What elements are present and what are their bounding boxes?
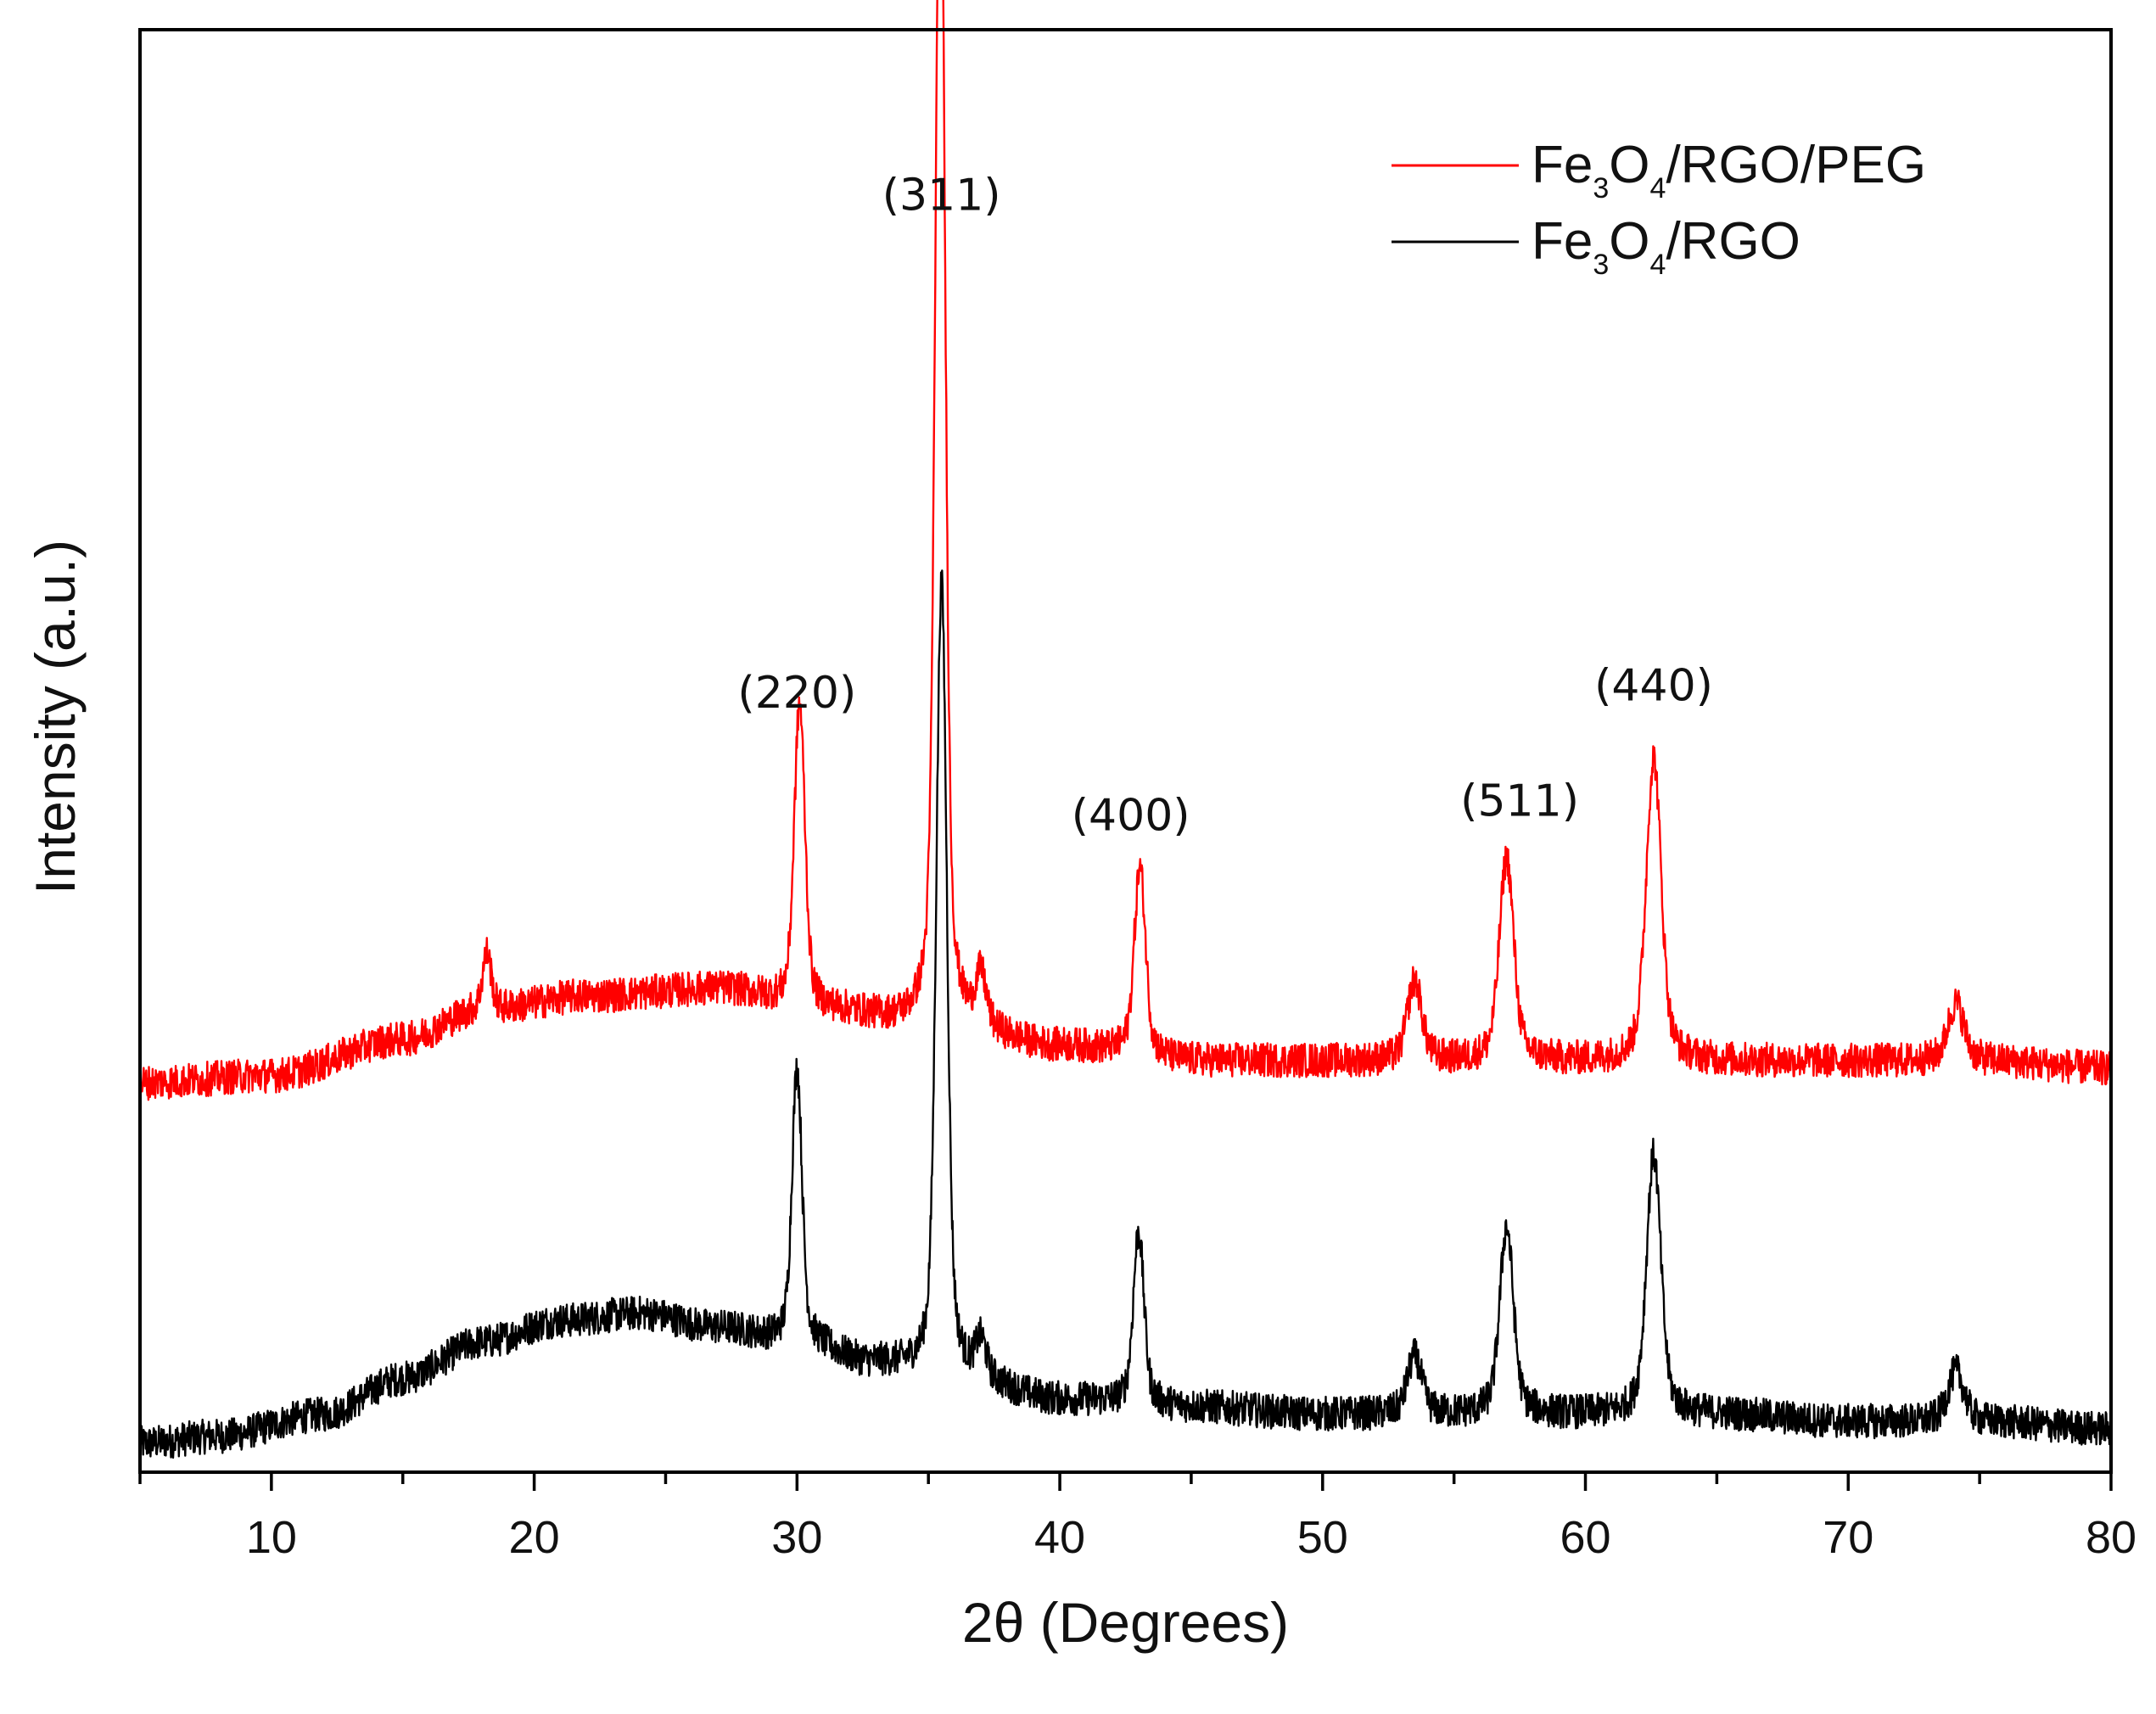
legend-text-part: /RGO/PEG (1666, 136, 1926, 194)
x-axis-title: 2θ (Degrees) (962, 1591, 1289, 1654)
x-tick-label: 80 (2086, 1512, 2136, 1563)
x-tick-label: 70 (1823, 1512, 1873, 1563)
plot-frame (138, 28, 2113, 1474)
series-line-fe3o4-rgo-peg (138, 0, 2113, 1101)
x-tick-label: 60 (1560, 1512, 1610, 1563)
x-tick-label: 40 (1034, 1512, 1085, 1563)
x-axis-ticks: 10 20 30 40 50 60 70 80 (138, 1472, 2136, 1563)
legend-text-part: O (1609, 136, 1649, 194)
peak-label: (220) (737, 668, 856, 719)
peak-label: (400) (1072, 791, 1190, 842)
legend-text-part: Fe (1532, 212, 1593, 271)
peak-label: (440) (1594, 661, 1713, 712)
x-tick-label: 20 (509, 1512, 560, 1563)
legend-text-part: 3 (1593, 249, 1609, 281)
peak-label: (311) (882, 171, 1001, 221)
series-line-fe3o4-rgo (138, 569, 2113, 1459)
legend-label: Fe3O4/RGO (1532, 212, 1800, 281)
legend-text-part: 3 (1593, 172, 1609, 204)
series-layer (138, 0, 2113, 1459)
legend-label: Fe3O4/RGO/PEG (1532, 136, 1926, 204)
peak-label: (511) (1460, 776, 1579, 827)
x-tick-label: 10 (246, 1512, 297, 1563)
x-tick-label: 30 (771, 1512, 822, 1563)
legend-text-part: 4 (1650, 172, 1666, 204)
x-tick-label: 50 (1297, 1512, 1348, 1563)
y-axis-title: Intensity (a.u.) (24, 540, 87, 894)
legend-text-part: Fe (1532, 136, 1593, 194)
peak-labels: (220) (311) (400) (511) (440) (737, 171, 1713, 842)
legend-text-part: /RGO (1666, 212, 1800, 271)
legend-text-part: 4 (1650, 249, 1666, 281)
legend-text-part: O (1609, 212, 1649, 271)
